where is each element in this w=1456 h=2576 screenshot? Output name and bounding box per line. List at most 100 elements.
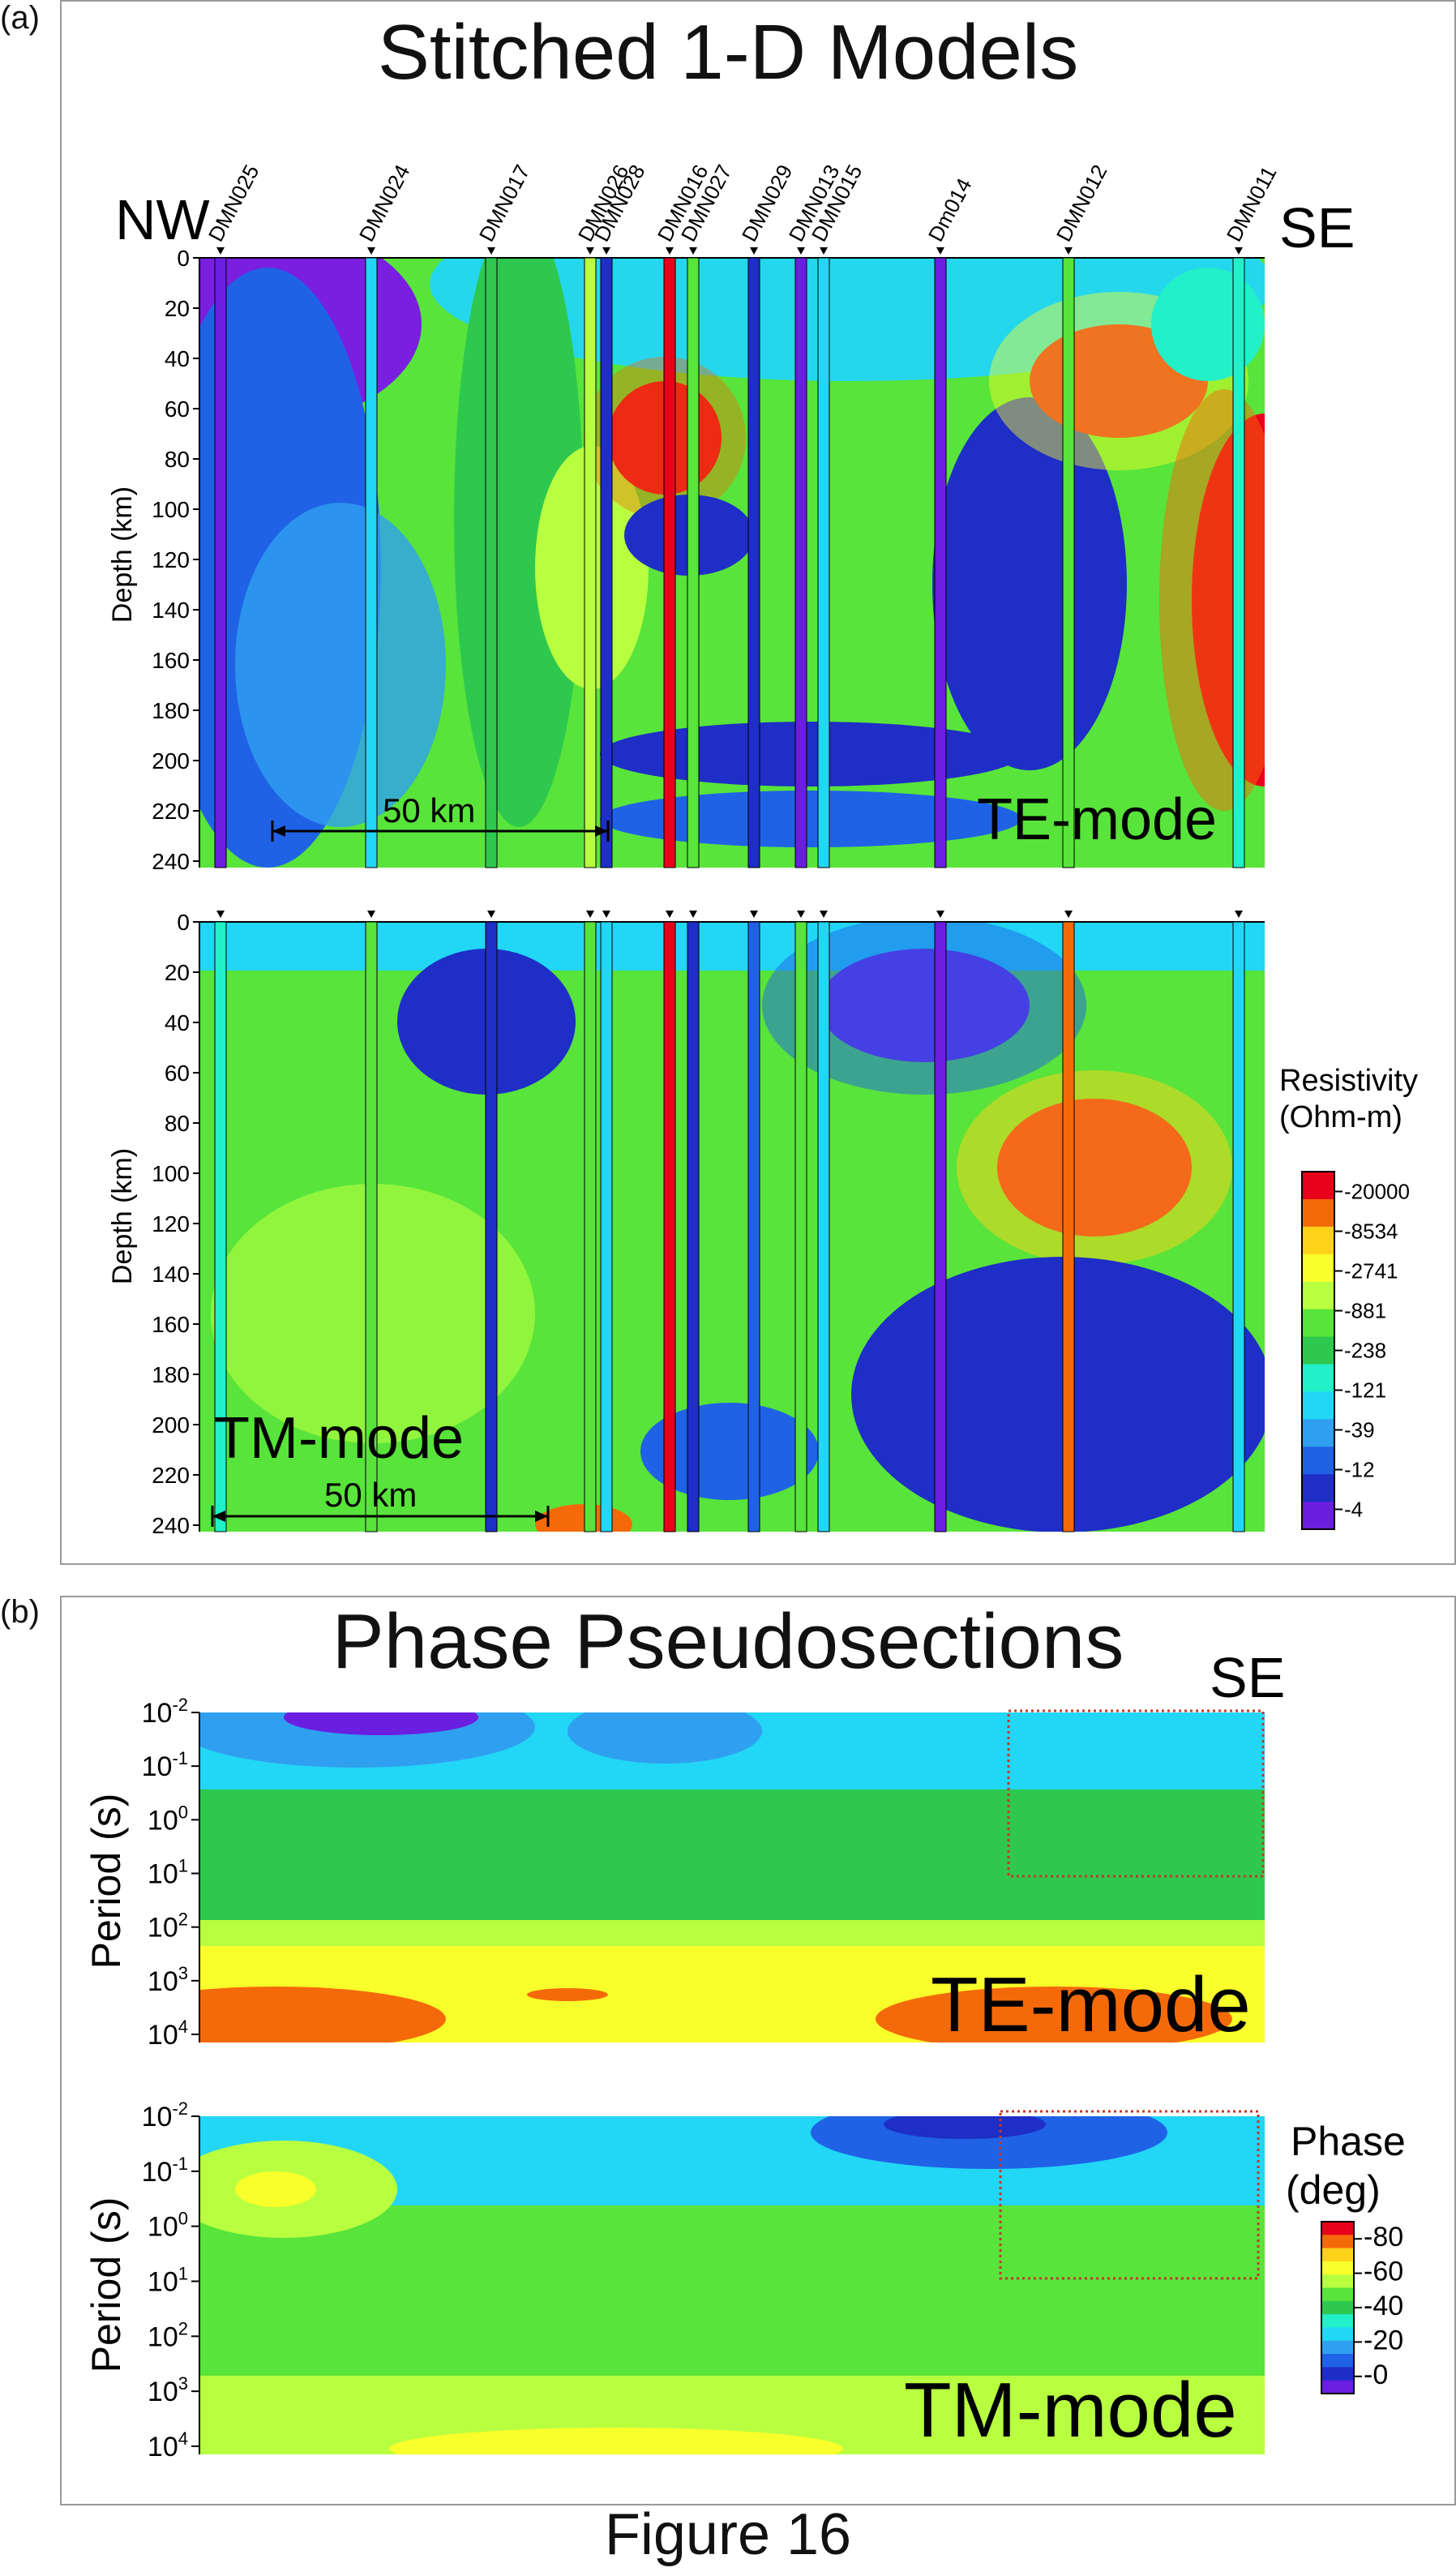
resistivity-colorbar-swatch (1302, 1364, 1334, 1392)
resistivity-colorbar-tick-label: -8534 (1344, 1219, 1398, 1244)
te-station-column (663, 257, 676, 868)
te-depth-tick-label: 80 (165, 447, 190, 472)
tm-station-marker (367, 911, 375, 918)
tm-station-marker (487, 911, 495, 918)
tm-station-marker (750, 911, 758, 918)
tm-station-marker (1235, 911, 1243, 918)
tm-station-column (1062, 921, 1075, 1532)
station-marker (602, 247, 610, 255)
te-depth-tick-label: 0 (177, 246, 190, 271)
te-station-column (485, 257, 498, 868)
tm-station-column (1232, 921, 1245, 1532)
tm-depth-tick-label: 0 (177, 910, 190, 935)
tm-station-column (663, 921, 676, 1532)
station-label: DMN024 (354, 161, 415, 246)
tm-station-marker (586, 911, 594, 918)
tm-depth-tick-label: 200 (152, 1412, 190, 1438)
tm-station-column (794, 921, 807, 1532)
tm-station-marker (820, 911, 828, 918)
tm-mode-label: TM-mode (214, 1406, 464, 1471)
tm-station-marker (797, 911, 805, 918)
resistivity-colorbar-swatch (1302, 1502, 1334, 1530)
tm-depth-tick-label: 80 (165, 1111, 190, 1136)
resistivity-colorbar-swatch (1302, 1336, 1334, 1365)
te-station-column (747, 257, 760, 868)
te-depth-tick-label: 100 (152, 497, 190, 522)
te-station-column (934, 257, 947, 868)
resistivity-colorbar-swatch (1302, 1419, 1334, 1447)
te-station-column (365, 257, 378, 868)
tm-station-marker (936, 911, 944, 918)
station-marker (689, 247, 697, 255)
tm-depth-tick-label: 180 (152, 1362, 190, 1387)
te-scale-bar (271, 821, 610, 842)
tm-station-marker (602, 911, 610, 918)
tm-station-column (600, 921, 613, 1532)
tm-scale-bar (211, 1506, 550, 1527)
station-label: DMN025 (203, 161, 264, 246)
tm-scale-bar-label: 50 km (324, 1476, 417, 1514)
panel-a-label: (a) (0, 0, 40, 36)
tm-station-column (817, 921, 830, 1532)
resistivity-colorbar-swatch (1302, 1226, 1334, 1255)
tm-depth-tick-label: 140 (152, 1262, 190, 1287)
tm-station-marker (216, 911, 225, 918)
te-depth-tick-label: 240 (152, 849, 190, 874)
station-marker (666, 247, 674, 255)
resistivity-colorbar-swatch (1302, 1474, 1334, 1502)
te-depth-tick-label: 120 (152, 547, 190, 572)
panel-b-title: Phase Pseudosections (332, 1598, 1124, 1685)
resistivity-colorbar-tick-label: -39 (1344, 1418, 1375, 1442)
resistivity-colorbar-swatch (1302, 1172, 1334, 1200)
resistivity-colorbar-unit: (Ohm-m) (1279, 1100, 1402, 1134)
te-ylabel: Depth (km) (107, 486, 138, 623)
resistivity-colorbar-swatch (1302, 1309, 1334, 1338)
resistivity-colorbar-swatch (1302, 1447, 1334, 1475)
figure-caption: Figure 16 (604, 2502, 852, 2567)
te-depth-tick-label: 180 (152, 698, 190, 723)
tm-depth-tick-label: 20 (165, 960, 190, 985)
panel-a-chart: 0 20 40 60 80 100 120 140 160 180 200 220 240 0 20 40 60… (107, 161, 1418, 1538)
resistivity-colorbar-tick-label: -121 (1344, 1378, 1386, 1403)
tm-station-marker (689, 911, 697, 918)
te-station-column (214, 257, 227, 868)
panel-a-title: Stitched 1-D Models (377, 9, 1079, 96)
te-depth-tick-label: 60 (165, 396, 190, 422)
station-marker (750, 247, 758, 255)
tm-station-marker (666, 911, 674, 918)
tm-ylabel: Depth (km) (107, 1148, 138, 1284)
resistivity-colorbar-tick-label: -12 (1344, 1458, 1375, 1482)
station-marker (216, 247, 225, 255)
te-depth-tick-label: 140 (152, 598, 190, 623)
resistivity-colorbar-swatch (1302, 1391, 1334, 1420)
tm-station-column (747, 921, 760, 1532)
station-label: Dm014 (923, 174, 977, 246)
tm-depth-tick-label: 40 (165, 1010, 190, 1035)
te-station-column (584, 257, 597, 868)
tm-station-column (485, 921, 498, 1532)
resistivity-colorbar-swatch (1302, 1281, 1334, 1310)
te-depth-tick-label: 160 (152, 648, 190, 673)
tm-station-column (365, 921, 378, 1532)
resistivity-colorbar-tick-label: -4 (1344, 1498, 1363, 1522)
station-marker (797, 247, 805, 255)
tm-depth-tick-label: 120 (152, 1211, 190, 1237)
tm-station-column (687, 921, 700, 1532)
station-marker (1235, 247, 1243, 255)
tm-depth-tick-label: 220 (152, 1463, 190, 1488)
station-marker (1064, 247, 1073, 255)
te-station-column (1062, 257, 1075, 868)
tm-station-marker (1064, 911, 1073, 918)
te-mode-label: TE-mode (977, 787, 1217, 852)
te-depth-tick-label: 40 (165, 346, 190, 371)
tm-station-column (214, 921, 227, 1532)
nw-label: NW (115, 188, 210, 251)
te-station-column (600, 257, 613, 868)
station-marker (936, 247, 944, 255)
te-depth-tick-label: 200 (152, 748, 190, 774)
resistivity-colorbar-swatch (1302, 1254, 1334, 1283)
tm-depth-tick-label: 60 (165, 1061, 190, 1086)
station-label: DMN011 (1222, 162, 1282, 246)
resistivity-colorbar-title: Resistivity (1279, 1064, 1418, 1098)
panel-b-label: (b) (0, 1594, 40, 1630)
